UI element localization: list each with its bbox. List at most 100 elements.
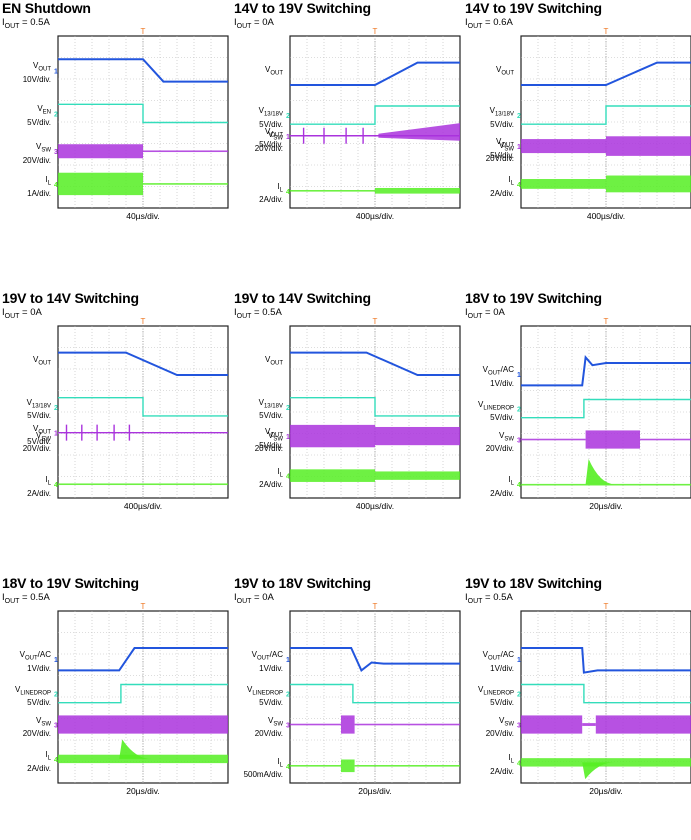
trigger-marker: T — [141, 317, 146, 326]
trace-label: VEN 5V/div. — [27, 104, 51, 127]
chart-title: EN Shutdown — [2, 0, 91, 16]
trace-vout-band — [606, 136, 691, 156]
trace-label: VOUT — [264, 354, 283, 367]
scope-panel: 14V to 19V Switching IOUT = 0A T 2 1 4 VOUT V13… — [232, 0, 461, 265]
chart-title: 19V to 14V Switching — [234, 290, 371, 306]
trace-label: IL 1A/div. — [27, 174, 51, 198]
trace-label: VSW 20V/div. — [254, 430, 283, 454]
chart-condition: IOUT = 0.6A — [465, 17, 513, 30]
channel-marker: 2 — [286, 113, 290, 120]
channel-marker: 1 — [517, 372, 521, 379]
scope-panel: 19V to 14V Switching IOUT = 0.5A T 2 1 4 VOUT V… — [232, 290, 461, 555]
trace-label: VSW 20V/div. — [254, 715, 283, 739]
channel-marker: 3 — [517, 723, 521, 730]
channel-marker: 1 — [54, 431, 58, 438]
trigger-marker: T — [373, 602, 378, 611]
time-per-division: 400µs/div. — [586, 211, 626, 221]
trace-label: VOUT 5V/div. — [259, 126, 283, 150]
trace-label: VLINEDROP 5V/div. — [477, 399, 514, 423]
trace-vsw-band — [378, 123, 460, 141]
chart-condition: IOUT = 0.5A — [234, 307, 282, 320]
trace-vlinedrop — [58, 683, 228, 704]
time-per-division: 20µs/div. — [358, 786, 392, 796]
scope-plot: T 2 1 4 — [517, 27, 691, 209]
trace-vsw-band — [585, 430, 640, 449]
scope-plot: T 2 1 4 — [286, 27, 461, 209]
time-per-division: 20µs/div. — [589, 786, 623, 796]
trace-il-band — [58, 483, 228, 486]
trace-vsw-band — [341, 715, 355, 734]
trace-il-band — [375, 471, 460, 480]
trace-v13-18v — [290, 105, 460, 125]
trace-vlinedrop — [521, 398, 691, 419]
channel-marker: 1 — [517, 144, 521, 151]
scope-panel: 19V to 18V Switching IOUT = 0A T 1 2 3 4 VOUT/A… — [232, 575, 461, 840]
trace-label: VSW 20V/div. — [22, 430, 51, 454]
trigger-marker: T — [373, 317, 378, 326]
time-per-division: 40µs/div. — [126, 211, 160, 221]
trace-il-band — [290, 190, 375, 192]
trace-v13-18v — [58, 397, 228, 417]
chart-title: 18V to 19V Switching — [2, 575, 139, 591]
trace-il-band — [143, 183, 228, 185]
trace-il-transient — [582, 762, 615, 780]
trace-vout — [290, 351, 460, 376]
scope-panel: 19V to 18V Switching IOUT = 0.5A T 1 2 3 4 VOUT… — [463, 575, 691, 840]
trace-label: VOUT 5V/div. — [490, 137, 514, 160]
trace-vsw-band — [521, 715, 583, 734]
trace-vout — [58, 351, 228, 376]
channel-marker: 1 — [286, 134, 290, 141]
trace-il-band — [521, 483, 691, 486]
trace-label: IL 2A/div. — [27, 749, 51, 773]
trace-vsw-band — [290, 723, 341, 726]
channel-marker: 3 — [54, 149, 58, 156]
trace-il-band — [58, 172, 143, 196]
trace-label: VSW 20V/div. — [22, 142, 51, 165]
trace-vout-ac — [521, 647, 691, 674]
trace-vout — [58, 58, 228, 83]
trace-label: IL 2A/div. — [490, 475, 514, 498]
chart-title: 18V to 19V Switching — [465, 290, 602, 306]
channel-marker: 4 — [517, 482, 521, 489]
trace-v13-18v — [290, 397, 460, 417]
trace-label: VOUT — [264, 64, 283, 77]
chart-condition: IOUT = 0A — [234, 592, 274, 605]
channel-marker: 4 — [517, 182, 521, 189]
trace-vout-ac — [58, 647, 228, 672]
scope-plot: T 1 2 3 4 — [517, 317, 691, 499]
scope-plot: T 1 2 3 4 — [517, 602, 691, 784]
trace-label: IL 2A/div. — [490, 174, 514, 198]
trace-label: VSW 20V/div. — [254, 130, 283, 153]
channel-marker: 2 — [517, 113, 521, 120]
chart-condition: IOUT = 0.5A — [465, 592, 513, 605]
chart-condition: IOUT = 0.5A — [2, 592, 50, 605]
trigger-marker: T — [604, 27, 609, 36]
trace-vout-band — [375, 426, 460, 446]
channel-marker: 1 — [286, 434, 290, 441]
trace-il-band — [375, 188, 460, 194]
trace-label: VSW 20V/div. — [22, 715, 51, 739]
chart-title: 14V to 19V Switching — [465, 0, 602, 16]
trace-label: IL 2A/div. — [27, 475, 51, 498]
channel-marker: 4 — [286, 764, 290, 771]
channel-marker: 4 — [54, 757, 58, 764]
trace-vsw-band — [58, 715, 228, 734]
trace-vout-band — [521, 139, 606, 154]
trace-il-band — [290, 765, 341, 767]
trace-vsw-band — [640, 438, 691, 441]
trace-label: IL 500mA/div. — [243, 756, 283, 780]
time-per-division: 20µs/div. — [589, 501, 623, 511]
scope-plot: T 1 2 3 4 — [286, 602, 461, 784]
trace-vout — [521, 61, 691, 86]
trace-label: VOUT/AC 1V/div. — [19, 650, 51, 673]
channel-marker: 3 — [517, 438, 521, 445]
trace-label: VLINEDROP 5V/div. — [14, 684, 51, 708]
trace-vout — [290, 61, 460, 86]
time-per-division: 400µs/div. — [355, 501, 395, 511]
scope-panel: 18V to 19V Switching IOUT = 0.5A T 1 2 3 4 VOUT… — [0, 575, 229, 840]
trace-vsw-band — [58, 144, 143, 159]
channel-marker: 3 — [54, 723, 58, 730]
chart-title: 19V to 18V Switching — [465, 575, 602, 591]
trace-label: VOUT/AC 1V/div. — [482, 650, 514, 673]
trace-label: V13/18V 5V/div. — [26, 397, 51, 421]
